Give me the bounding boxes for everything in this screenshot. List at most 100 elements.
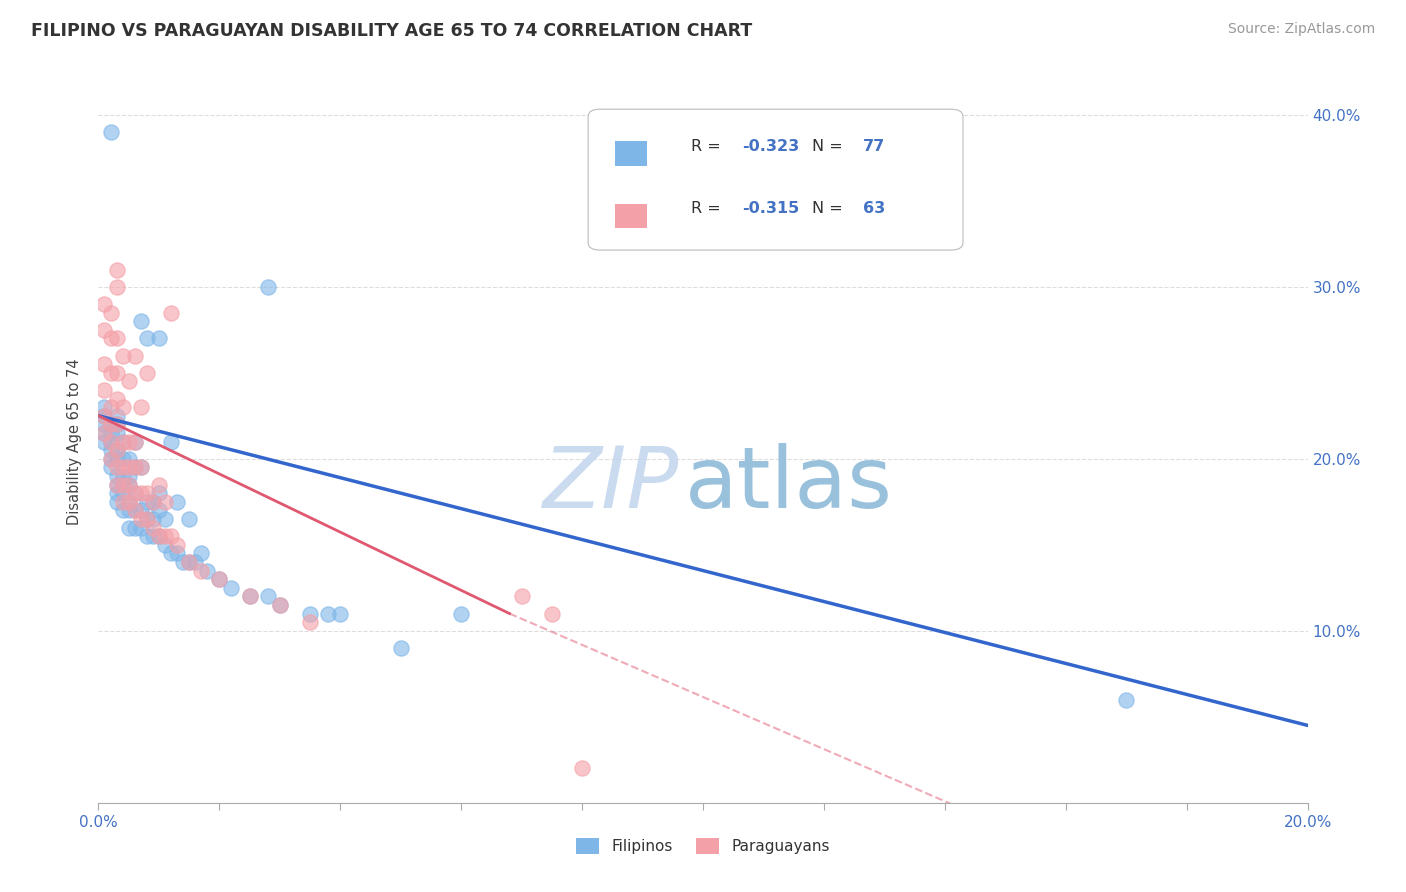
- Point: [135, 512, 157, 526]
- Point: [105, 460, 128, 475]
- Text: N =: N =: [811, 139, 848, 154]
- Point: [160, 434, 183, 449]
- Point: [124, 486, 146, 500]
- Point: [124, 503, 146, 517]
- Point: [129, 460, 152, 475]
- Point: [105, 469, 128, 483]
- Point: [93, 409, 115, 423]
- Point: [269, 598, 291, 612]
- Point: [124, 434, 146, 449]
- Point: [118, 469, 141, 483]
- Point: [316, 607, 339, 621]
- Point: [153, 529, 176, 543]
- Point: [100, 434, 122, 449]
- Point: [142, 520, 165, 534]
- Point: [100, 125, 122, 139]
- Point: [93, 434, 115, 449]
- Point: [93, 297, 115, 311]
- Point: [100, 305, 122, 319]
- Text: R =: R =: [690, 201, 725, 216]
- Point: [100, 434, 122, 449]
- Point: [208, 572, 231, 586]
- Point: [105, 486, 128, 500]
- Text: ZIP: ZIP: [543, 443, 679, 526]
- Point: [329, 607, 352, 621]
- Point: [129, 314, 152, 328]
- Point: [100, 331, 122, 345]
- Point: [111, 400, 134, 414]
- Point: [148, 529, 170, 543]
- Point: [105, 262, 128, 277]
- Point: [93, 323, 115, 337]
- Point: [179, 555, 201, 569]
- Point: [269, 598, 291, 612]
- Point: [100, 417, 122, 432]
- Point: [100, 451, 122, 466]
- Point: [105, 331, 128, 345]
- Point: [166, 538, 188, 552]
- Point: [124, 349, 146, 363]
- Point: [190, 546, 212, 560]
- Point: [129, 503, 152, 517]
- Point: [111, 434, 134, 449]
- Point: [135, 512, 157, 526]
- Point: [208, 572, 231, 586]
- Point: [135, 529, 157, 543]
- Text: 63: 63: [863, 201, 884, 216]
- Point: [118, 451, 141, 466]
- Point: [195, 564, 218, 578]
- Point: [118, 375, 141, 389]
- Point: [571, 761, 593, 775]
- FancyBboxPatch shape: [588, 109, 963, 250]
- Point: [111, 349, 134, 363]
- Point: [93, 400, 115, 414]
- Point: [299, 607, 322, 621]
- Point: [160, 305, 183, 319]
- Point: [256, 590, 278, 604]
- Point: [148, 529, 170, 543]
- Point: [105, 494, 128, 508]
- Text: Source: ZipAtlas.com: Source: ZipAtlas.com: [1227, 22, 1375, 37]
- Point: [111, 451, 134, 466]
- Point: [118, 503, 141, 517]
- Point: [179, 555, 201, 569]
- Point: [148, 331, 170, 345]
- Point: [111, 469, 134, 483]
- Point: [93, 425, 115, 440]
- Bar: [614, 141, 647, 166]
- Point: [93, 417, 115, 432]
- Point: [105, 451, 128, 466]
- Point: [124, 486, 146, 500]
- Point: [153, 512, 176, 526]
- Point: [105, 477, 128, 491]
- Point: [153, 494, 176, 508]
- Point: [118, 477, 141, 491]
- Point: [118, 494, 141, 508]
- Point: [142, 512, 165, 526]
- Point: [105, 477, 128, 491]
- Text: FILIPINO VS PARAGUAYAN DISABILITY AGE 65 TO 74 CORRELATION CHART: FILIPINO VS PARAGUAYAN DISABILITY AGE 65…: [31, 22, 752, 40]
- Point: [124, 434, 146, 449]
- Point: [111, 477, 134, 491]
- Point: [111, 486, 134, 500]
- Point: [105, 279, 128, 293]
- Point: [142, 529, 165, 543]
- Point: [135, 486, 157, 500]
- Point: [111, 434, 134, 449]
- Point: [118, 477, 141, 491]
- Point: [172, 555, 194, 569]
- Point: [129, 400, 152, 414]
- Point: [142, 494, 165, 508]
- Text: N =: N =: [811, 201, 848, 216]
- Point: [105, 443, 128, 458]
- Point: [135, 331, 157, 345]
- Point: [166, 494, 188, 508]
- Point: [105, 417, 128, 432]
- Point: [129, 486, 152, 500]
- Point: [93, 425, 115, 440]
- Point: [239, 590, 262, 604]
- Point: [179, 512, 201, 526]
- Point: [100, 400, 122, 414]
- Legend: Filipinos, Paraguayans: Filipinos, Paraguayans: [571, 832, 835, 860]
- Point: [105, 392, 128, 406]
